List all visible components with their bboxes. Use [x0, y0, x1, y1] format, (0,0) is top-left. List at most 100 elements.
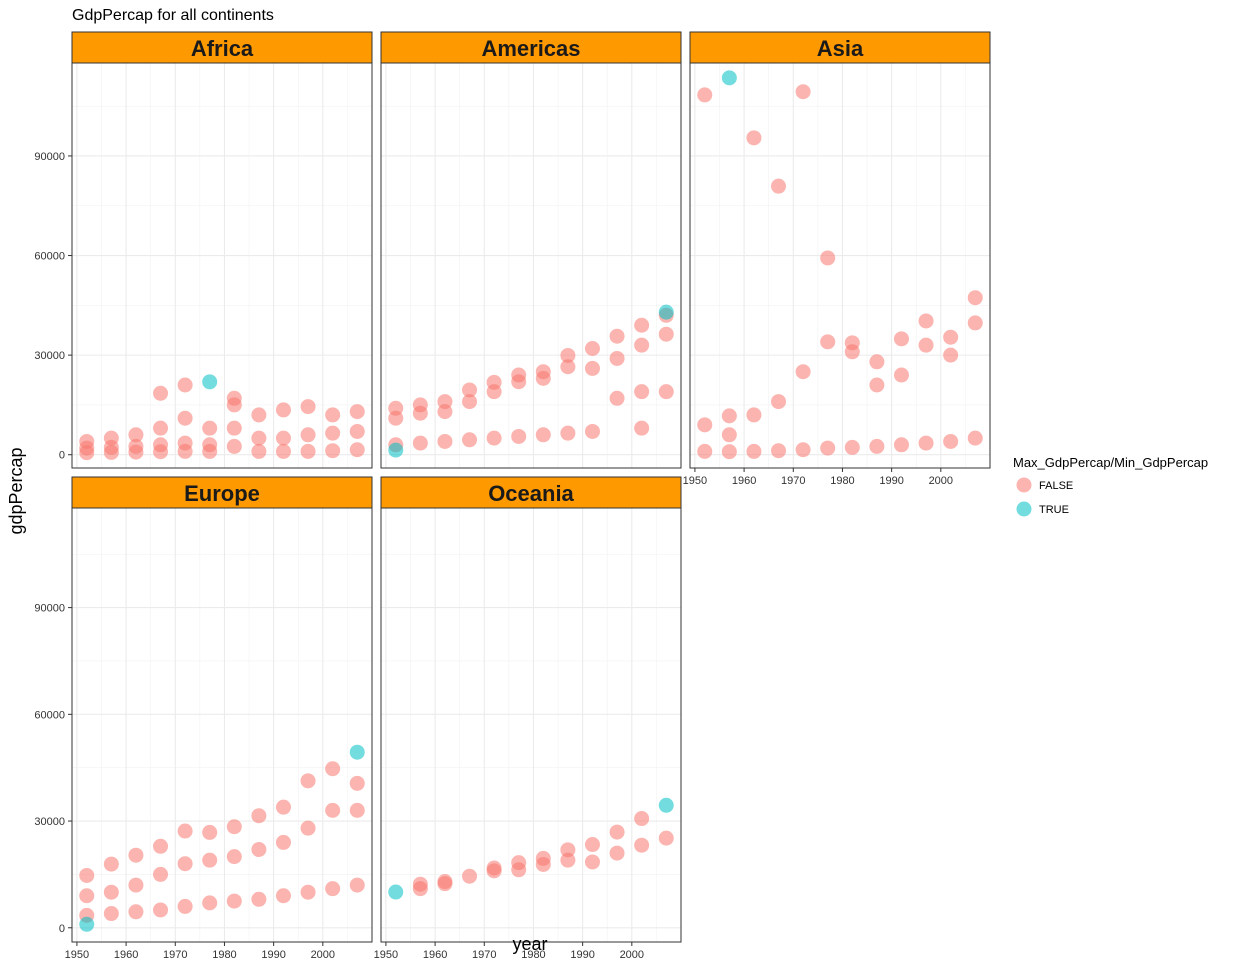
- data-point-false: [658, 830, 674, 846]
- panel-europe: Europe 0 30000 60000 90000 1950 1960 1970 1980 19…: [34, 476, 373, 960]
- data-point-false: [226, 420, 242, 436]
- data-point-false: [560, 852, 576, 868]
- panel-asia: Asia 1950 1960 1970 1980 1990 2000: [683, 31, 991, 487]
- data-point-false: [251, 407, 267, 423]
- y-tick-label: 30000: [34, 816, 65, 828]
- data-point-false: [535, 370, 551, 386]
- data-point-false: [918, 435, 934, 451]
- x-tick-label: 1950: [683, 475, 707, 487]
- y-tick-label: 90000: [34, 603, 65, 615]
- panel-africa: Africa 0 30000 60000 90000: [34, 31, 373, 469]
- data-point-true: [388, 884, 404, 900]
- data-point-false: [128, 847, 144, 863]
- data-point-false: [462, 382, 478, 398]
- facet-panels: Africa 0 30000 60000 90000 Americas Asia 1950 19…: [34, 31, 991, 960]
- data-point-false: [462, 868, 478, 884]
- data-point-false: [177, 443, 193, 459]
- data-point-false: [746, 443, 762, 459]
- data-point-false: [486, 863, 502, 879]
- data-point-false: [584, 854, 600, 870]
- legend-title: Max_GdpPercap/Min_GdpPercap: [1013, 455, 1208, 470]
- y-tick-label: 0: [59, 450, 65, 462]
- data-point-false: [437, 404, 453, 420]
- data-point-false: [820, 440, 836, 456]
- data-point-false: [103, 906, 119, 922]
- y-tick-label: 60000: [34, 709, 65, 721]
- data-point-false: [412, 881, 428, 897]
- data-point-false: [893, 331, 909, 347]
- data-point-false: [697, 443, 713, 459]
- chart-title: GdpPercap for all continents: [72, 7, 274, 24]
- facet-strip-label: Europe: [184, 481, 260, 506]
- data-point-false: [584, 360, 600, 376]
- data-point-false: [721, 427, 737, 443]
- facet-strip: [71, 31, 373, 64]
- data-point-true: [349, 744, 365, 760]
- x-tick-label: 1950: [374, 949, 398, 960]
- legend: Max_GdpPercap/Min_GdpPercap FALSE TRUE: [1013, 455, 1208, 517]
- data-point-false: [634, 317, 650, 333]
- data-point-false: [300, 773, 316, 789]
- data-point-false: [275, 402, 291, 418]
- panel-border: [71, 507, 373, 943]
- facet-strip-label: Africa: [191, 36, 254, 61]
- data-point-false: [275, 430, 291, 446]
- data-point-false: [869, 354, 885, 370]
- y-tick-label: 60000: [34, 251, 65, 263]
- data-point-false: [609, 824, 625, 840]
- data-point-false: [226, 819, 242, 835]
- facet-strip-label: Asia: [817, 36, 864, 61]
- data-point-false: [153, 902, 169, 918]
- data-point-false: [79, 445, 95, 461]
- x-tick-label: 2000: [620, 949, 644, 960]
- data-point-false: [226, 849, 242, 865]
- legend-key-true: [1016, 501, 1032, 517]
- data-point-false: [202, 443, 218, 459]
- data-point-false: [634, 337, 650, 353]
- data-point-false: [658, 384, 674, 400]
- data-point-false: [349, 442, 365, 458]
- x-axis-title: year: [512, 934, 547, 954]
- data-point-false: [771, 394, 787, 410]
- data-point-false: [560, 359, 576, 375]
- data-point-true: [658, 304, 674, 320]
- data-point-false: [300, 399, 316, 415]
- data-point-false: [560, 425, 576, 441]
- legend-label-true: TRUE: [1039, 504, 1069, 516]
- data-point-false: [771, 178, 787, 194]
- data-point-true: [79, 916, 95, 932]
- data-point-false: [251, 808, 267, 824]
- data-point-false: [153, 385, 169, 401]
- data-point-false: [462, 432, 478, 448]
- data-point-false: [721, 408, 737, 424]
- data-point-false: [943, 433, 959, 449]
- y-tick-label: 0: [59, 923, 65, 935]
- x-tick-label: 1950: [65, 949, 89, 960]
- y-tick-label: 30000: [34, 350, 65, 362]
- panel-border: [71, 62, 373, 469]
- data-point-false: [388, 410, 404, 426]
- panel-background: [72, 508, 372, 942]
- data-point-false: [177, 410, 193, 426]
- facet-strip: [689, 31, 991, 64]
- data-point-false: [609, 390, 625, 406]
- data-point-false: [820, 334, 836, 350]
- data-point-false: [609, 845, 625, 861]
- y-tick-label: 90000: [34, 151, 65, 163]
- y-axis-title: gdpPercap: [6, 447, 26, 534]
- data-point-false: [746, 130, 762, 146]
- data-point-false: [584, 837, 600, 853]
- data-point-false: [869, 438, 885, 454]
- data-point-false: [128, 904, 144, 920]
- data-point-false: [918, 313, 934, 329]
- data-point-false: [844, 439, 860, 455]
- data-point-false: [153, 444, 169, 460]
- data-point-false: [609, 328, 625, 344]
- data-point-false: [634, 811, 650, 827]
- x-tick-label: 1960: [114, 949, 138, 960]
- data-point-false: [349, 802, 365, 818]
- facet-strip-label: Americas: [481, 36, 580, 61]
- data-point-false: [202, 420, 218, 436]
- data-point-true: [202, 374, 218, 390]
- data-point-false: [795, 442, 811, 458]
